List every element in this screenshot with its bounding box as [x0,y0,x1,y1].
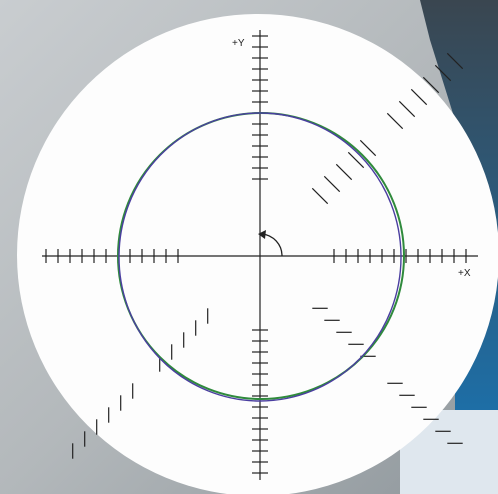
y-axis-label: +Y [232,38,245,49]
diagonal-tick [398,100,416,118]
diagonal-tick [386,112,404,130]
x-axis-label: +X [458,268,471,279]
diagonal-tick [323,175,341,193]
diagonal-tick [347,151,365,169]
diagonal-tick [410,88,428,106]
diagonal-tick [434,64,452,82]
diagonal-tick [446,52,464,70]
axis-group [42,30,478,480]
trace-blue [118,112,402,402]
dial-face [17,14,498,494]
diagonal-tick [422,76,440,94]
diagonal-tick [335,163,353,181]
diagonal-tick [359,139,377,157]
diagonal-tick [311,187,329,205]
arrow-head [258,230,266,239]
